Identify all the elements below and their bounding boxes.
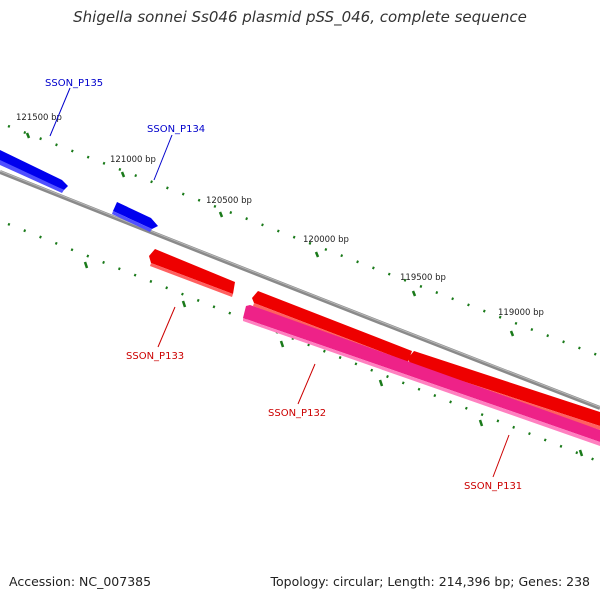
major-tick bbox=[411, 290, 417, 297]
gene-label: SSON_P132 bbox=[268, 408, 326, 419]
gene-label: SSON_P133 bbox=[126, 351, 184, 362]
major-tick bbox=[279, 340, 285, 348]
accession-text: Accession: NC_007385 bbox=[9, 574, 152, 589]
sequence-stats-text: Topology: circular; Length: 214,396 bp; … bbox=[270, 574, 591, 589]
leader-line bbox=[49, 87, 71, 137]
ruler-label: 120000 bp bbox=[303, 235, 349, 245]
gene-arrow-sson-p131[interactable] bbox=[408, 351, 600, 430]
leader-line bbox=[492, 434, 510, 478]
gene-arrow-sson-p134[interactable] bbox=[112, 202, 158, 232]
major-tick bbox=[120, 171, 126, 178]
ruler-label: 119000 bp bbox=[498, 308, 544, 318]
ruler-ticks-top bbox=[7, 124, 600, 358]
major-tick bbox=[218, 211, 224, 218]
backbone bbox=[0, 170, 600, 410]
ruler-label: 121500 bp bbox=[16, 113, 62, 123]
major-tick bbox=[25, 132, 31, 139]
leader-line bbox=[297, 363, 316, 405]
ruler-label: 119500 bp bbox=[400, 273, 446, 283]
gene-label: SSON_P135 bbox=[45, 78, 103, 89]
leader-line bbox=[153, 134, 173, 181]
gene-arrow-sson-p133[interactable] bbox=[149, 249, 235, 297]
ruler-label: 121000 bp bbox=[110, 155, 156, 165]
map-title: Shigella sonnei Ss046 plasmid pSS_046, c… bbox=[73, 8, 527, 26]
gene-arrow-sson-p135[interactable] bbox=[0, 150, 68, 193]
leader-line bbox=[157, 306, 176, 348]
major-tick bbox=[181, 300, 187, 308]
ruler-label: 120500 bp bbox=[206, 196, 252, 206]
gene-label: SSON_P131 bbox=[464, 481, 522, 492]
major-tick bbox=[83, 261, 89, 269]
major-tick bbox=[578, 449, 584, 457]
major-tick bbox=[509, 330, 515, 337]
gene-arrow-pink[interactable] bbox=[243, 305, 600, 446]
major-tick bbox=[314, 251, 320, 258]
major-tick bbox=[478, 419, 484, 427]
gene-label: SSON_P134 bbox=[147, 124, 205, 135]
ruler-ticks-bottom bbox=[7, 222, 600, 464]
major-tick bbox=[378, 379, 384, 387]
